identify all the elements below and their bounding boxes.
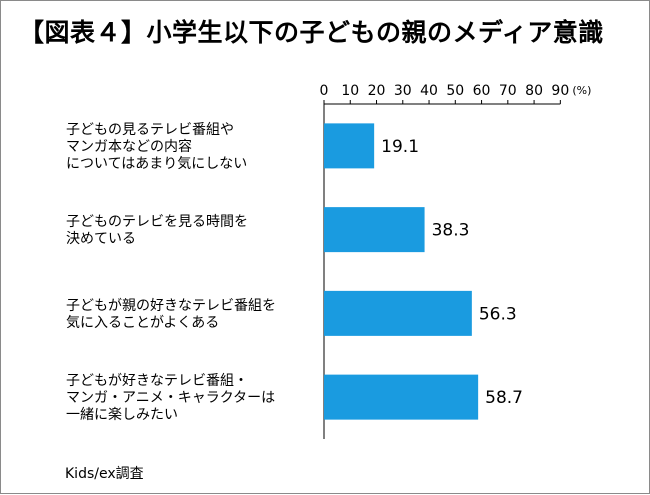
category-label: 子どもが好きなテレビ番組・ [66,373,248,389]
x-tick-label: 90 [551,83,569,99]
x-tick-label: 10 [341,83,359,99]
x-tick-label: 20 [368,83,386,99]
data-label: 38.3 [432,221,470,241]
category-label: 子どもの見るテレビ番組や [66,122,234,138]
bar [324,123,375,169]
data-label: 56.3 [479,304,517,324]
category-label: マンガ本などの内容 [66,138,192,155]
bar [324,374,479,420]
x-tick-label: 30 [394,83,412,99]
bar [324,290,472,336]
category-label: 気に入ることがよくある [66,315,219,331]
x-unit-label: (%) [572,84,591,97]
category-label: 子どものテレビを見る時間を [66,214,248,230]
x-tick-label: 80 [525,83,543,99]
chart-title: 【図表４】小学生以下の子どもの親のメディア意識 [19,18,604,47]
source-note: Kids/ex調査 [65,466,144,482]
category-label: 決めている [66,231,136,247]
x-tick-label: 40 [420,83,438,99]
x-tick-label: 0 [320,83,329,99]
data-label: 58.7 [485,388,523,408]
bar [324,207,425,253]
category-label: 子どもが親の好きなテレビ番組を [66,298,276,314]
category-label: 一緒に楽しみたい [66,407,178,423]
category-label: についてはあまり気にしない [66,156,247,172]
x-tick-label: 50 [446,83,464,99]
category-label: マンガ・アニメ・キャラクターは [66,390,275,406]
data-label: 19.1 [381,137,419,157]
x-tick-label: 70 [499,83,517,99]
x-tick-label: 60 [473,83,491,99]
